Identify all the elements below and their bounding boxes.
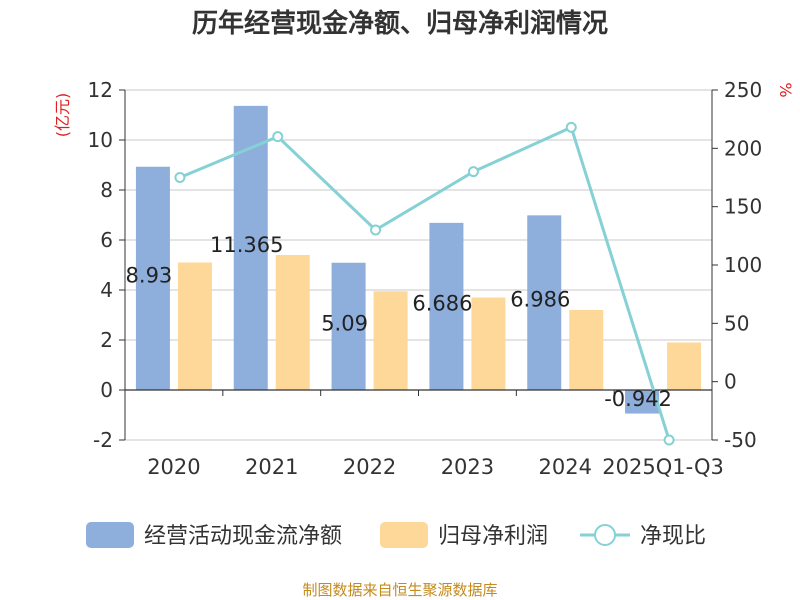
data-labels: 8.93 11.365 5.09 6.686 6.986 -0.942 — [126, 233, 672, 411]
y-right-tick-label: 0 — [724, 370, 737, 394]
ratio-point — [467, 166, 479, 178]
ratio-point — [174, 172, 186, 183]
y-right-tick-label: 100 — [724, 253, 762, 277]
ratio-line — [174, 121, 675, 446]
y-left-tick-label: 2 — [100, 328, 113, 352]
bars — [135, 105, 702, 414]
x-tick-label: 2020 — [147, 455, 200, 479]
ratio-point — [370, 224, 382, 236]
data-label-cash-flow: -0.942 — [604, 387, 672, 411]
legend-marker-ratio — [594, 524, 616, 546]
chart-title: 历年经营现金净额、归母净利润情况 — [192, 8, 608, 39]
y-left-tick-label: 12 — [88, 78, 113, 102]
bar-cash-flow — [331, 262, 366, 390]
legend-swatch-net-profit — [380, 522, 428, 548]
y-left-tick-label: 4 — [100, 278, 113, 302]
x-tick-label: 2023 — [441, 455, 494, 479]
source-note: 制图数据来自恒生聚源数据库 — [302, 581, 497, 599]
legend-swatch-cash-flow — [86, 522, 134, 548]
axes: -2 0 2 4 6 8 10 12 -50 0 50 100 150 200 250 2020 2021 202… — [88, 78, 763, 479]
ratio-line-path — [179, 125, 671, 441]
y-right-unit: % — [776, 82, 795, 97]
x-tick-label: 2022 — [343, 455, 396, 479]
bar-cash-flow — [527, 215, 562, 390]
y-left-tick-label: -2 — [93, 428, 113, 452]
data-label-cash-flow: 5.09 — [321, 311, 368, 335]
y-right-tick-label: -50 — [724, 428, 757, 452]
y-right-tick-label: 50 — [724, 311, 749, 335]
bar-net-profit — [373, 291, 408, 390]
y-left-unit: (亿元) — [53, 93, 72, 138]
y-left-tick-label: 8 — [100, 178, 113, 202]
x-tick-label: 2021 — [245, 455, 298, 479]
bar-net-profit — [177, 262, 212, 390]
bar-cash-flow — [625, 390, 660, 414]
bar-net-profit — [569, 310, 604, 390]
data-label-cash-flow: 8.93 — [126, 263, 173, 287]
legend-label-net-profit: 归母净利润 — [438, 524, 548, 549]
ratio-point — [272, 131, 284, 143]
bar-cash-flow — [135, 166, 170, 390]
legend-label-cash-flow: 经营活动现金流净额 — [144, 524, 342, 549]
bar-net-profit — [275, 255, 310, 390]
ratio-point — [565, 121, 577, 133]
data-label-cash-flow: 6.986 — [510, 288, 570, 312]
y-left-tick-label: 10 — [88, 128, 113, 152]
bar-cash-flow — [429, 222, 464, 390]
legend-label-ratio: 净现比 — [640, 524, 706, 549]
y-left-tick-label: 6 — [100, 228, 113, 252]
data-label-cash-flow: 11.365 — [210, 233, 283, 257]
x-tick-label: 2025Q1-Q3 — [602, 455, 724, 479]
bar-net-profit — [471, 297, 506, 390]
y-left-tick-label: 0 — [100, 378, 113, 402]
y-right-tick-label: 150 — [724, 195, 762, 219]
bar-net-profit — [667, 342, 702, 390]
ratio-point — [663, 434, 675, 446]
legend: 经营活动现金流净额 归母净利润 净现比 — [86, 522, 706, 549]
y-right-tick-label: 200 — [724, 136, 762, 160]
data-label-cash-flow: 6.686 — [412, 291, 472, 315]
y-right-tick-label: 250 — [724, 78, 762, 102]
x-tick-label: 2024 — [539, 455, 592, 479]
